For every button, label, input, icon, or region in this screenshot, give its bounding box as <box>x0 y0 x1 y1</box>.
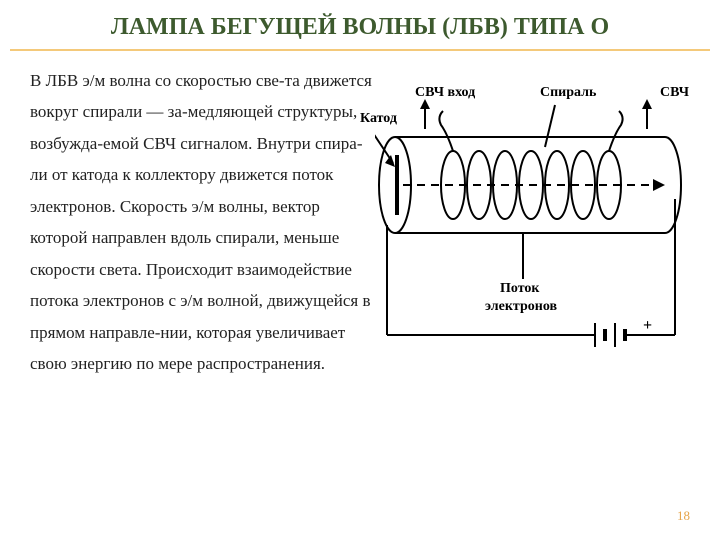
page-number: 18 <box>677 508 690 524</box>
content-area: В ЛБВ э/м волна со скоростью све-та движ… <box>0 65 720 379</box>
twt-svg <box>375 85 695 365</box>
twt-diagram: СВЧ вход Спираль СВЧ Катод Поток электро… <box>385 85 695 365</box>
body-paragraph: В ЛБВ э/м волна со скоростью све-та движ… <box>30 65 375 379</box>
text-column: В ЛБВ э/м волна со скоростью све-та движ… <box>30 65 385 379</box>
page-title: ЛАМПА БЕГУЩЕЙ ВОЛНЫ (ЛБВ) ТИПА О <box>10 0 710 51</box>
diagram-column: СВЧ вход Спираль СВЧ Катод Поток электро… <box>385 65 700 379</box>
title-text: ЛАМПА БЕГУЩЕЙ ВОЛНЫ (ЛБВ) ТИПА О <box>111 14 609 40</box>
